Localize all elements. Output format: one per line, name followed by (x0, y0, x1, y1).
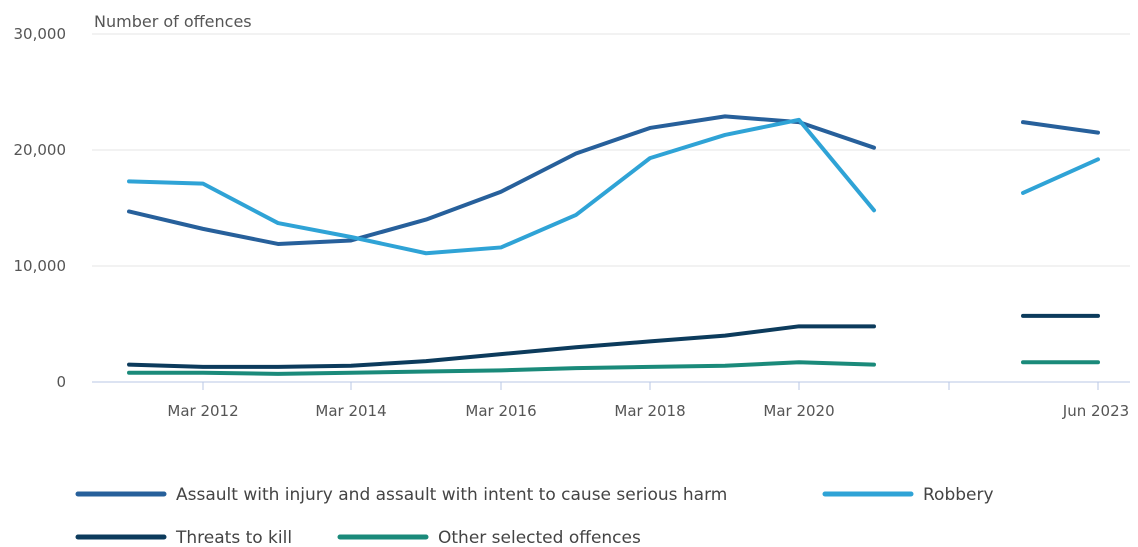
series-segment (127, 117, 876, 256)
legend-item[interactable]: Threats to kill (75, 528, 292, 547)
series-lines (127, 114, 1100, 376)
series-segment (1021, 157, 1100, 195)
legend-label: Assault with injury and assault with int… (176, 485, 727, 505)
legend-item[interactable]: Robbery (822, 485, 994, 505)
series-segment (1021, 120, 1100, 135)
gridlines (92, 33, 1130, 383)
series-line (127, 117, 1100, 256)
y-axis-title: Number of offences (94, 12, 252, 31)
x-tick-label: Mar 2018 (614, 402, 685, 420)
x-tick-label: Mar 2020 (763, 402, 834, 420)
x-tick-label: Jun 2023 (1062, 402, 1129, 420)
series-line (127, 114, 1100, 246)
legend-item[interactable]: Other selected offences (337, 528, 641, 547)
series-line (127, 313, 1100, 369)
legend-label: Robbery (923, 485, 994, 505)
x-tick-label: Mar 2014 (315, 402, 386, 420)
x-axis-ticks: Mar 2012 Mar 2014 Mar 2016 Mar 2018 Mar 2020… (167, 382, 1129, 420)
series-segment (127, 324, 876, 369)
x-tick-label: Mar 2016 (465, 402, 536, 420)
legend-item[interactable]: Assault with injury and assault with int… (75, 485, 727, 505)
series-segment (127, 114, 876, 246)
y-tick-label: 10,000 (14, 257, 67, 275)
series-line (127, 360, 1100, 376)
legend-label: Threats to kill (175, 528, 292, 547)
legend-label: Other selected offences (438, 528, 641, 547)
x-tick-label: Mar 2012 (167, 402, 238, 420)
legend[interactable]: Assault with injury and assault with int… (75, 485, 994, 547)
series-segment (127, 360, 876, 376)
y-axis-ticks: 0 10,000 20,000 30,000 (14, 25, 67, 391)
y-tick-label: 20,000 (14, 141, 67, 159)
y-tick-label: 0 (56, 373, 66, 391)
y-tick-label: 30,000 (14, 25, 67, 43)
